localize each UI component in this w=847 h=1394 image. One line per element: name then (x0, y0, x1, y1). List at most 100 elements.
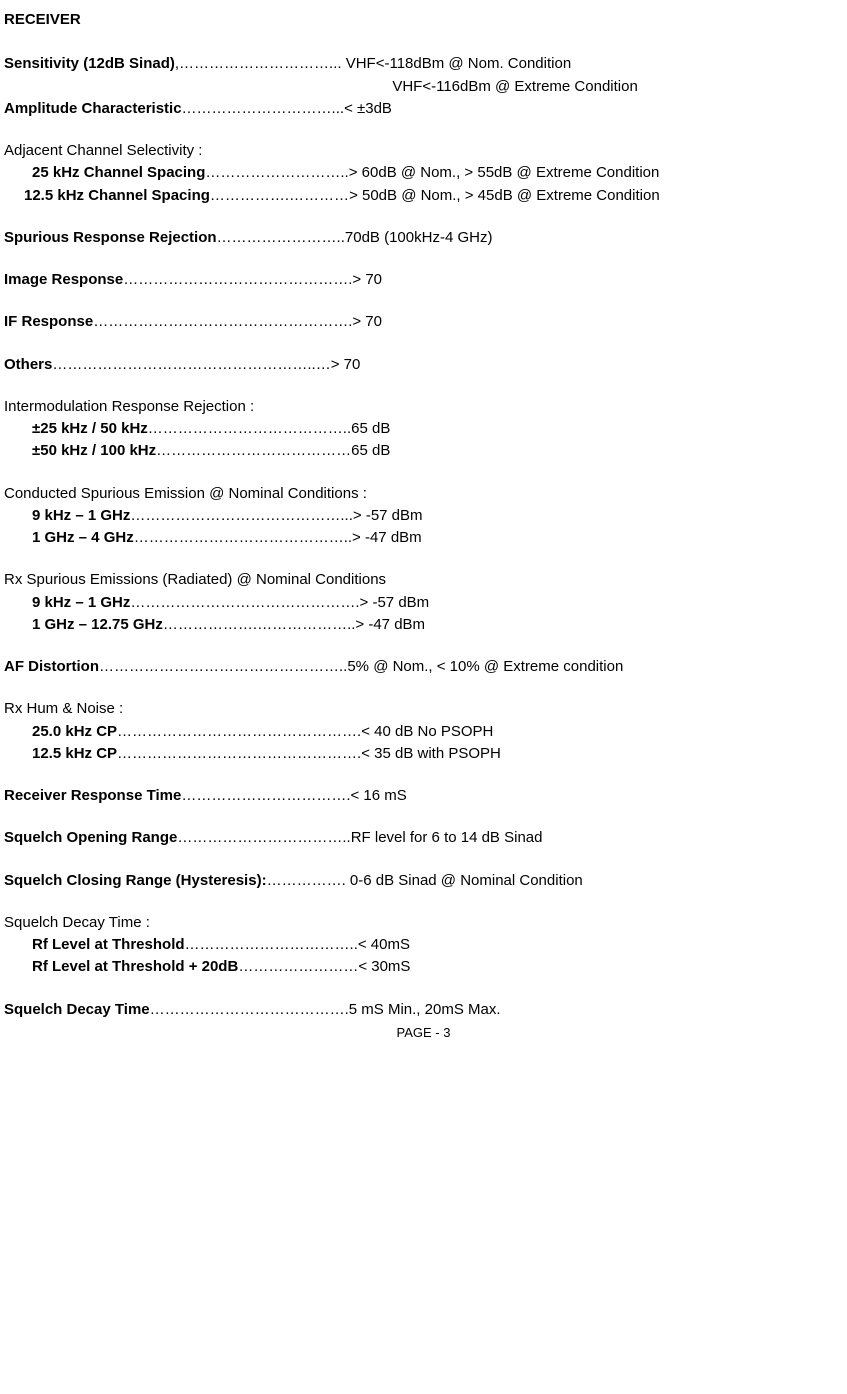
rx-spur-r1: 9 kHz – 1 GHz……………………………………….> -57 dBm (4, 593, 843, 613)
sq-close-val: 0-6 dB Sinad @ Nominal Condition (346, 872, 583, 889)
intermod-r1-label: ±25 kHz / 50 kHz (32, 420, 148, 437)
sq-close-label: Squelch Closing Range (Hysteresis): (4, 872, 267, 889)
rx-spur-r2: 1 GHz – 12.75 GHz……………….………………..> -47 dB… (4, 615, 843, 635)
image-resp-val: > 70 (352, 271, 382, 288)
adjacent-r1-dots: ……………………….. (205, 164, 348, 181)
cond-spur-r2-dots: …………………………………….. (134, 529, 352, 546)
adjacent-header: Adjacent Channel Selectivity : (4, 141, 843, 161)
others-row: Others……………………………………………..…> 70 (4, 355, 843, 375)
amplitude-dots: …………………………... (182, 100, 345, 117)
sq-close-row: Squelch Closing Range (Hysteresis):……………… (4, 871, 843, 891)
sq-decay-r1-val: < 40mS (358, 936, 410, 953)
intermod-r1-val: 65 dB (351, 420, 390, 437)
sq-decay-header: Squelch Decay Time : (4, 913, 843, 933)
rx-spur-r1-dots: ………………………………………. (130, 594, 359, 611)
intermod-header: Intermodulation Response Rejection : (4, 397, 843, 417)
sq-decay-r1: Rf Level at Threshold……………………………..< 40mS (4, 935, 843, 955)
cond-spur-r1-dots: ……………………………………... (130, 507, 353, 524)
adjacent-r2-dots: …………….………… (210, 187, 349, 204)
rx-spur-r2-label: 1 GHz – 12.75 GHz (32, 616, 163, 633)
spurious-rej-val: 70dB (100kHz-4 GHz) (345, 229, 493, 246)
image-resp-row: Image Response……………………………………….> 70 (4, 270, 843, 290)
others-dots: ……………………………………………..… (52, 356, 330, 373)
adjacent-r2-val: > 50dB @ Nom., > 45dB @ Extreme Conditio… (349, 187, 660, 204)
if-resp-dots: ……………………………………………. (93, 313, 352, 330)
sq-decay2-row: Squelch Decay Time………………………………….5 mS Min… (4, 1000, 843, 1020)
intermod-r2: ±50 kHz / 100 kHz…………………………………65 dB (4, 441, 843, 461)
hum-r1-label: 25.0 kHz CP (32, 723, 117, 740)
others-val: > 70 (331, 356, 361, 373)
spurious-rej-row: Spurious Response Rejection……………………..70d… (4, 228, 843, 248)
intermod-r1-dots: ………………………………….. (148, 420, 351, 437)
af-dist-dots: ………………………………………….. (99, 658, 347, 675)
af-dist-row: AF Distortion…………………………………………..5% @ Nom.… (4, 657, 843, 677)
cond-spur-header: Conducted Spurious Emission @ Nominal Co… (4, 484, 843, 504)
sensitivity-row: Sensitivity (12dB Sinad),…………………………... V… (4, 54, 843, 74)
cond-spur-r2: 1 GHz – 4 GHz……………………………………..> -47 dBm (4, 528, 843, 548)
rx-spur-r2-dots: ……………….……………….. (163, 616, 356, 633)
adjacent-r2-label: 12.5 kHz Channel Spacing (24, 187, 210, 204)
rx-spur-header: Rx Spurious Emissions (Radiated) @ Nomin… (4, 570, 843, 590)
hum-r1-val: < 40 dB No PSOPH (361, 723, 493, 740)
amplitude-label: Amplitude Characteristic (4, 100, 182, 117)
rx-resp-time-val: < 16 mS (350, 787, 406, 804)
sq-decay-r1-label: Rf Level at Threshold (32, 936, 185, 953)
sensitivity-dots: ,…………………………... (175, 55, 342, 72)
hum-r1: 25.0 kHz CP………………………………………….< 40 dB No P… (4, 722, 843, 742)
cond-spur-r1-label: 9 kHz – 1 GHz (32, 507, 130, 524)
sq-decay2-dots: …………………………………. (150, 1001, 349, 1018)
hum-r1-dots: …………………………………………. (117, 723, 361, 740)
adjacent-r2: 12.5 kHz Channel Spacing…………….…………> 50dB… (4, 186, 843, 206)
hum-r2: 12.5 kHz CP………………………………………….< 35 dB with… (4, 744, 843, 764)
section-title: RECEIVER (4, 10, 843, 30)
image-resp-dots: ………………………………………. (123, 271, 352, 288)
sq-decay2-val: 5 mS Min., 20mS Max. (349, 1001, 501, 1018)
sq-decay-r2-label: Rf Level at Threshold + 20dB (32, 958, 238, 975)
sq-decay-r2-val: < 30mS (358, 958, 410, 975)
if-resp-val: > 70 (352, 313, 382, 330)
sensitivity-val2: VHF<-116dBm @ Extreme Condition (4, 77, 843, 97)
adjacent-r1-label: 25 kHz Channel Spacing (32, 164, 205, 181)
intermod-r2-label: ±50 kHz / 100 kHz (32, 442, 156, 459)
sq-decay2-label: Squelch Decay Time (4, 1001, 150, 1018)
hum-header: Rx Hum & Noise : (4, 699, 843, 719)
adjacent-r1-val: > 60dB @ Nom., > 55dB @ Extreme Conditio… (349, 164, 660, 181)
cond-spur-r1-val: > -57 dBm (353, 507, 423, 524)
rx-spur-r1-label: 9 kHz – 1 GHz (32, 594, 130, 611)
if-resp-row: IF Response…………………………………………….> 70 (4, 312, 843, 332)
hum-r2-val: < 35 dB with PSOPH (361, 745, 501, 762)
intermod-r1: ±25 kHz / 50 kHz…………………………………..65 dB (4, 419, 843, 439)
rx-resp-time-label: Receiver Response Time (4, 787, 181, 804)
intermod-r2-dots: ………………………………… (156, 442, 351, 459)
cond-spur-r2-label: 1 GHz – 4 GHz (32, 529, 134, 546)
rx-resp-time-dots: ……………………………. (181, 787, 350, 804)
spurious-rej-dots: …………………….. (217, 229, 345, 246)
sq-decay-r1-dots: …………………………….. (185, 936, 358, 953)
hum-r2-dots: …………………………………………. (117, 745, 361, 762)
page-footer: PAGE - 3 (4, 1024, 843, 1042)
sq-open-val: RF level for 6 to 14 dB Sinad (351, 829, 543, 846)
intermod-r2-val: 65 dB (351, 442, 390, 459)
image-resp-label: Image Response (4, 271, 123, 288)
amplitude-val: < ±3dB (344, 100, 392, 117)
cond-spur-r1: 9 kHz – 1 GHz……………………………………...> -57 dBm (4, 506, 843, 526)
sq-open-label: Squelch Opening Range (4, 829, 177, 846)
sq-decay-r2-dots: …………………… (238, 958, 358, 975)
sensitivity-val1: VHF<-118dBm @ Nom. Condition (342, 55, 572, 72)
adjacent-r1: 25 kHz Channel Spacing………………………..> 60dB … (4, 163, 843, 183)
rx-spur-r2-val: > -47 dBm (355, 616, 425, 633)
if-resp-label: IF Response (4, 313, 93, 330)
sensitivity-label: Sensitivity (12dB Sinad) (4, 55, 175, 72)
rx-resp-time-row: Receiver Response Time…………………………….< 16 m… (4, 786, 843, 806)
hum-r2-label: 12.5 kHz CP (32, 745, 117, 762)
sq-open-row: Squelch Opening Range……………………………..RF lev… (4, 828, 843, 848)
af-dist-label: AF Distortion (4, 658, 99, 675)
spurious-rej-label: Spurious Response Rejection (4, 229, 217, 246)
amplitude-row: Amplitude Characteristic…………………………...< ±… (4, 99, 843, 119)
af-dist-val: 5% @ Nom., < 10% @ Extreme condition (347, 658, 623, 675)
rx-spur-r1-val: > -57 dBm (360, 594, 430, 611)
cond-spur-r2-val: > -47 dBm (352, 529, 422, 546)
sq-decay-r2: Rf Level at Threshold + 20dB……………………< 30… (4, 957, 843, 977)
sq-close-dots: ……………. (267, 872, 346, 889)
sq-open-dots: …………………………….. (177, 829, 350, 846)
